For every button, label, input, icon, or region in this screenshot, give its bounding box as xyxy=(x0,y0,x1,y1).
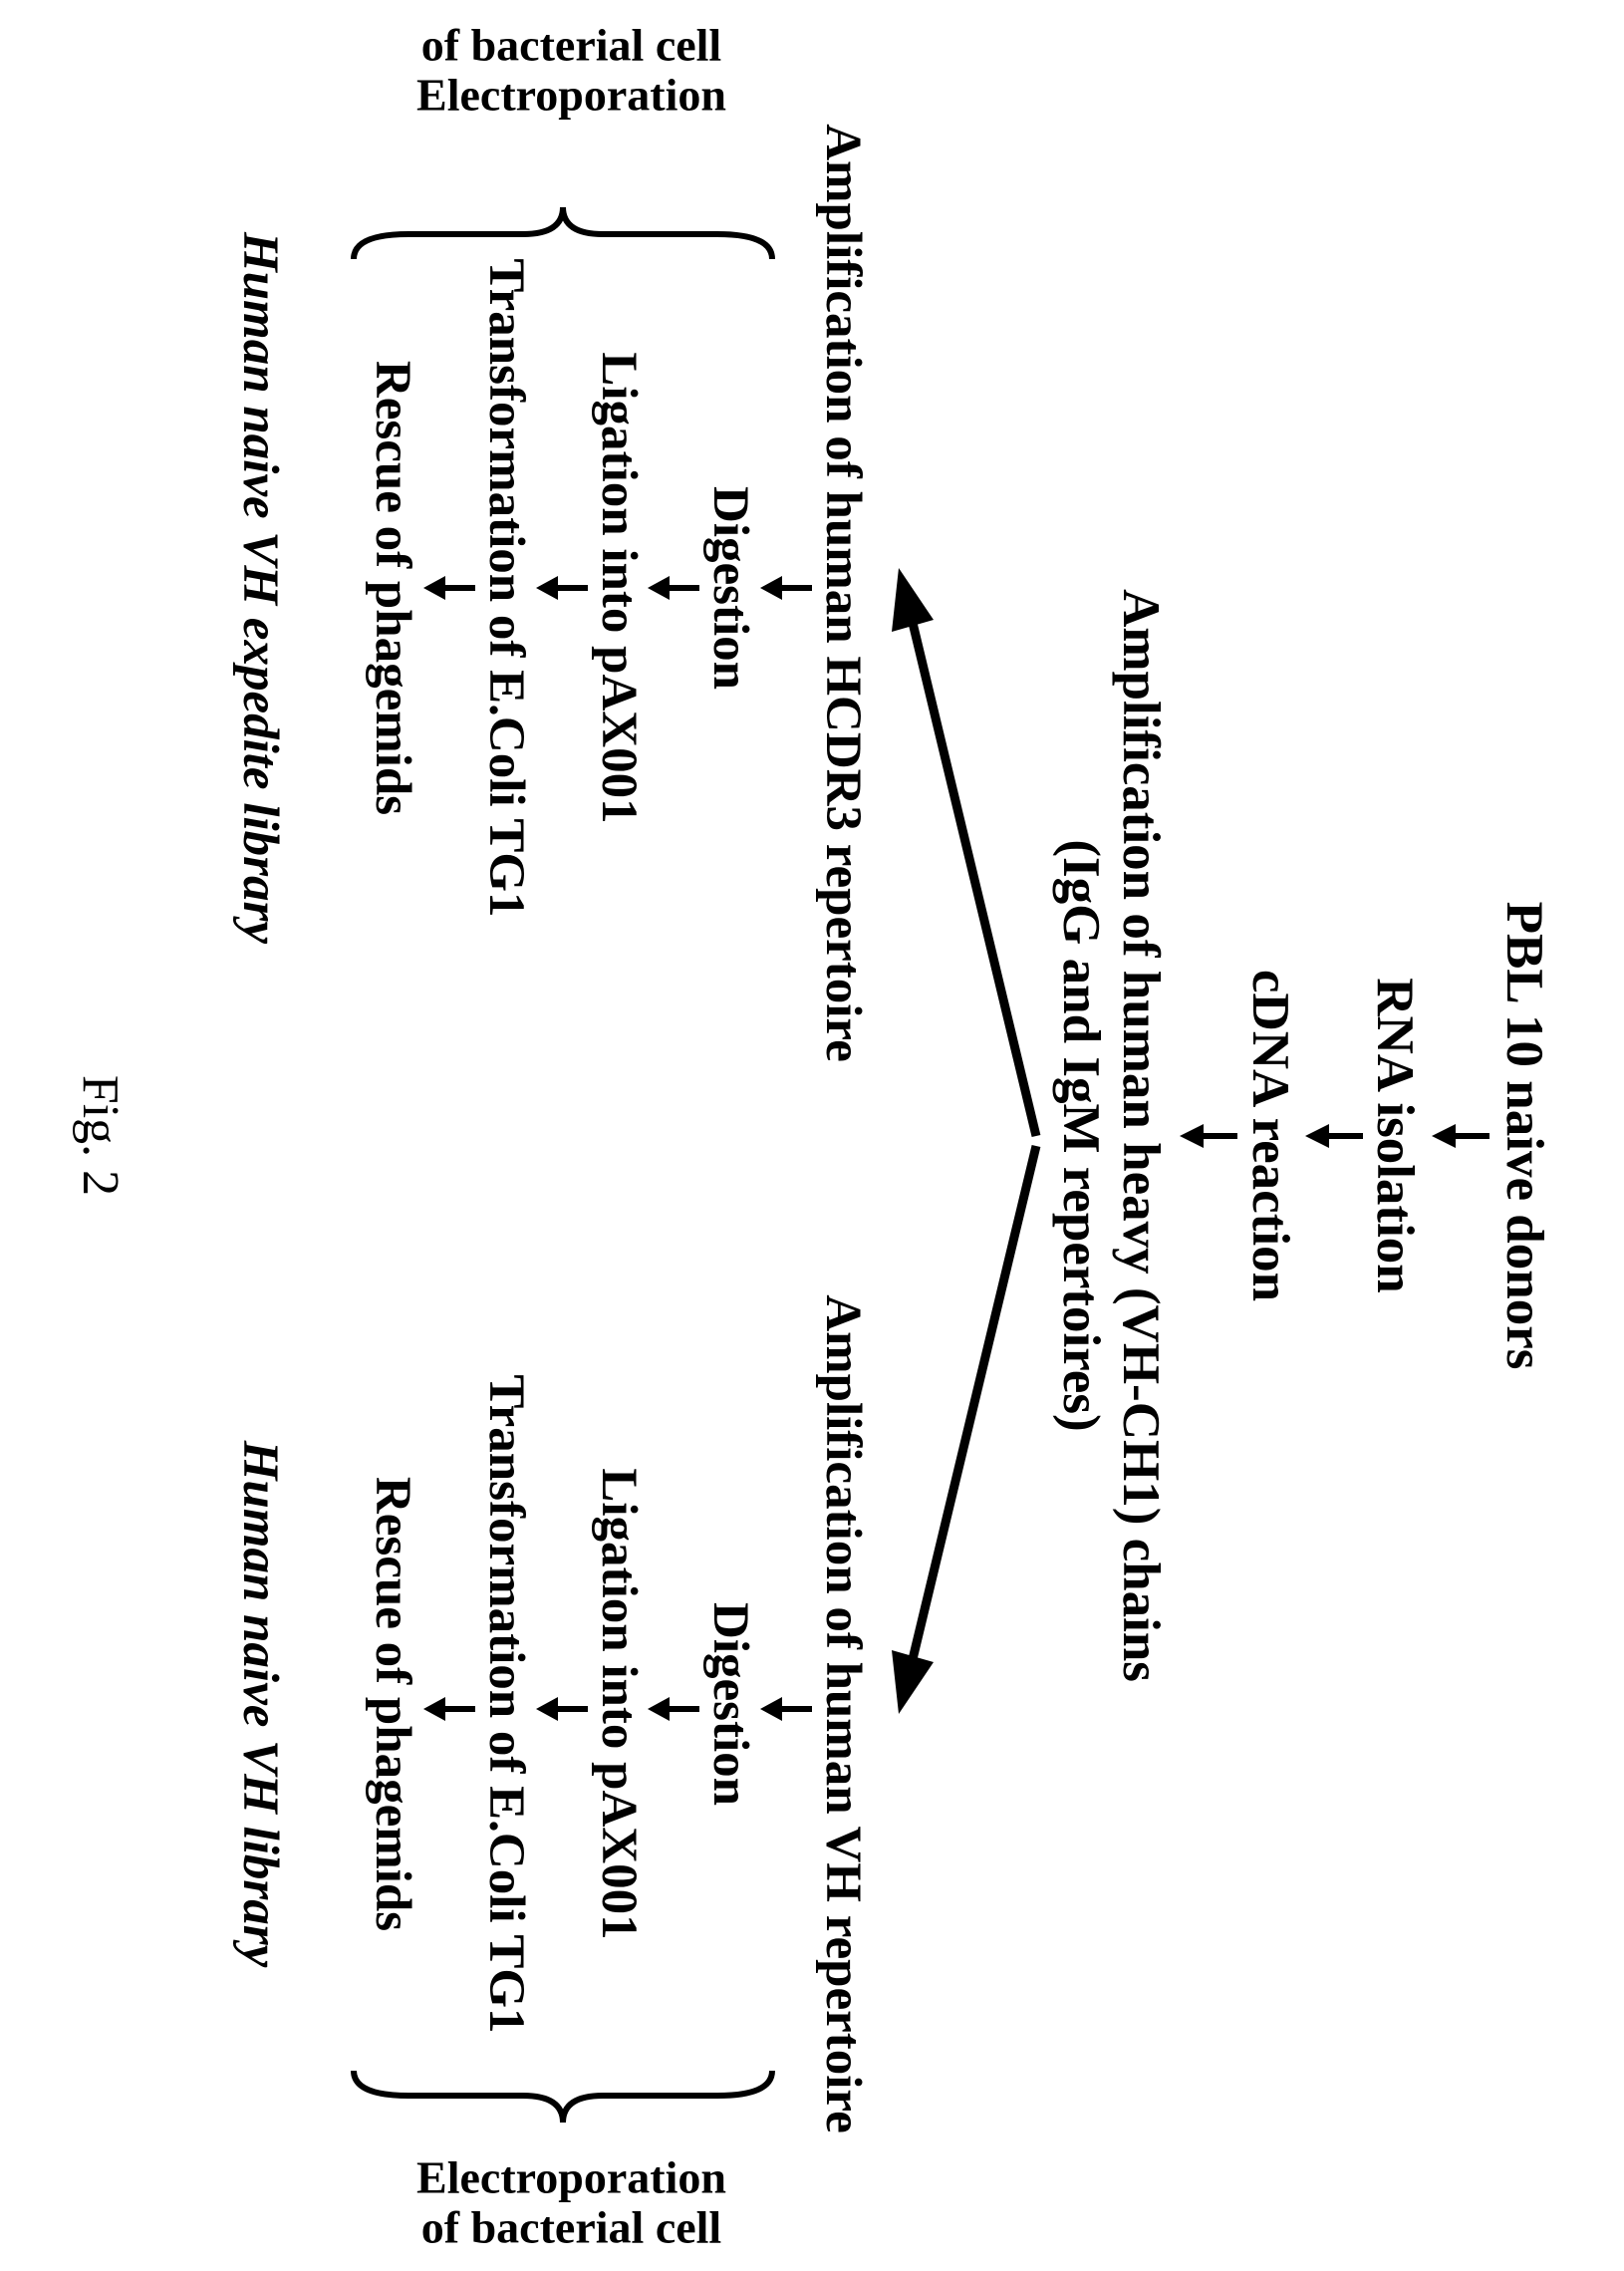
right-step-3: Transformation of E.Coli TG1 xyxy=(476,1196,535,2212)
figure-label: Fig. 2 xyxy=(71,0,130,2271)
right-step-1: Digestion xyxy=(700,1196,759,2212)
left-brace xyxy=(349,199,777,269)
step-rna: RNA isolation xyxy=(1364,0,1425,2271)
right-arrow-b xyxy=(645,1694,699,1724)
right-brace xyxy=(349,2061,777,2130)
right-side-label-1: Electroporation xyxy=(348,2151,796,2204)
arrow-1 xyxy=(1430,1121,1489,1151)
right-side-label-2: of bacterial cell xyxy=(348,2201,796,2254)
right-arrow-d xyxy=(420,1694,475,1724)
left-arrow-a xyxy=(757,573,812,603)
step-pbl: PBL 10 naive donors xyxy=(1493,0,1554,2271)
right-arrow-c xyxy=(533,1694,588,1724)
step-amp-heavy-2: (IgG and IgM repertoires) xyxy=(1050,0,1111,2271)
right-title: Amplification of human VH repertoire xyxy=(813,1176,872,2252)
split-right xyxy=(877,1126,1046,1724)
right-step-4: Rescue of phagemids xyxy=(363,1196,421,2212)
right-result: Human naive VH library xyxy=(230,1196,289,2212)
right-step-2: Ligation into pAX001 xyxy=(589,1196,648,2212)
left-side-label-1: Electroporation xyxy=(348,69,796,122)
left-result: Human naive VH expedite library xyxy=(230,80,289,1096)
split-left xyxy=(877,558,1046,1156)
left-side-label-2: of bacterial cell xyxy=(348,19,796,72)
step-amp-heavy-1: Amplification of human heavy (VH-CH1) ch… xyxy=(1110,0,1171,2271)
step-cdna: cDNA reaction xyxy=(1239,0,1300,2271)
left-arrow-c xyxy=(533,573,588,603)
left-arrow-d xyxy=(420,573,475,603)
arrow-3 xyxy=(1178,1121,1237,1151)
left-arrow-b xyxy=(645,573,699,603)
right-arrow-a xyxy=(757,1694,812,1724)
left-title: Amplification of human HCDR3 repertoire xyxy=(813,30,872,1156)
arrow-2 xyxy=(1303,1121,1363,1151)
